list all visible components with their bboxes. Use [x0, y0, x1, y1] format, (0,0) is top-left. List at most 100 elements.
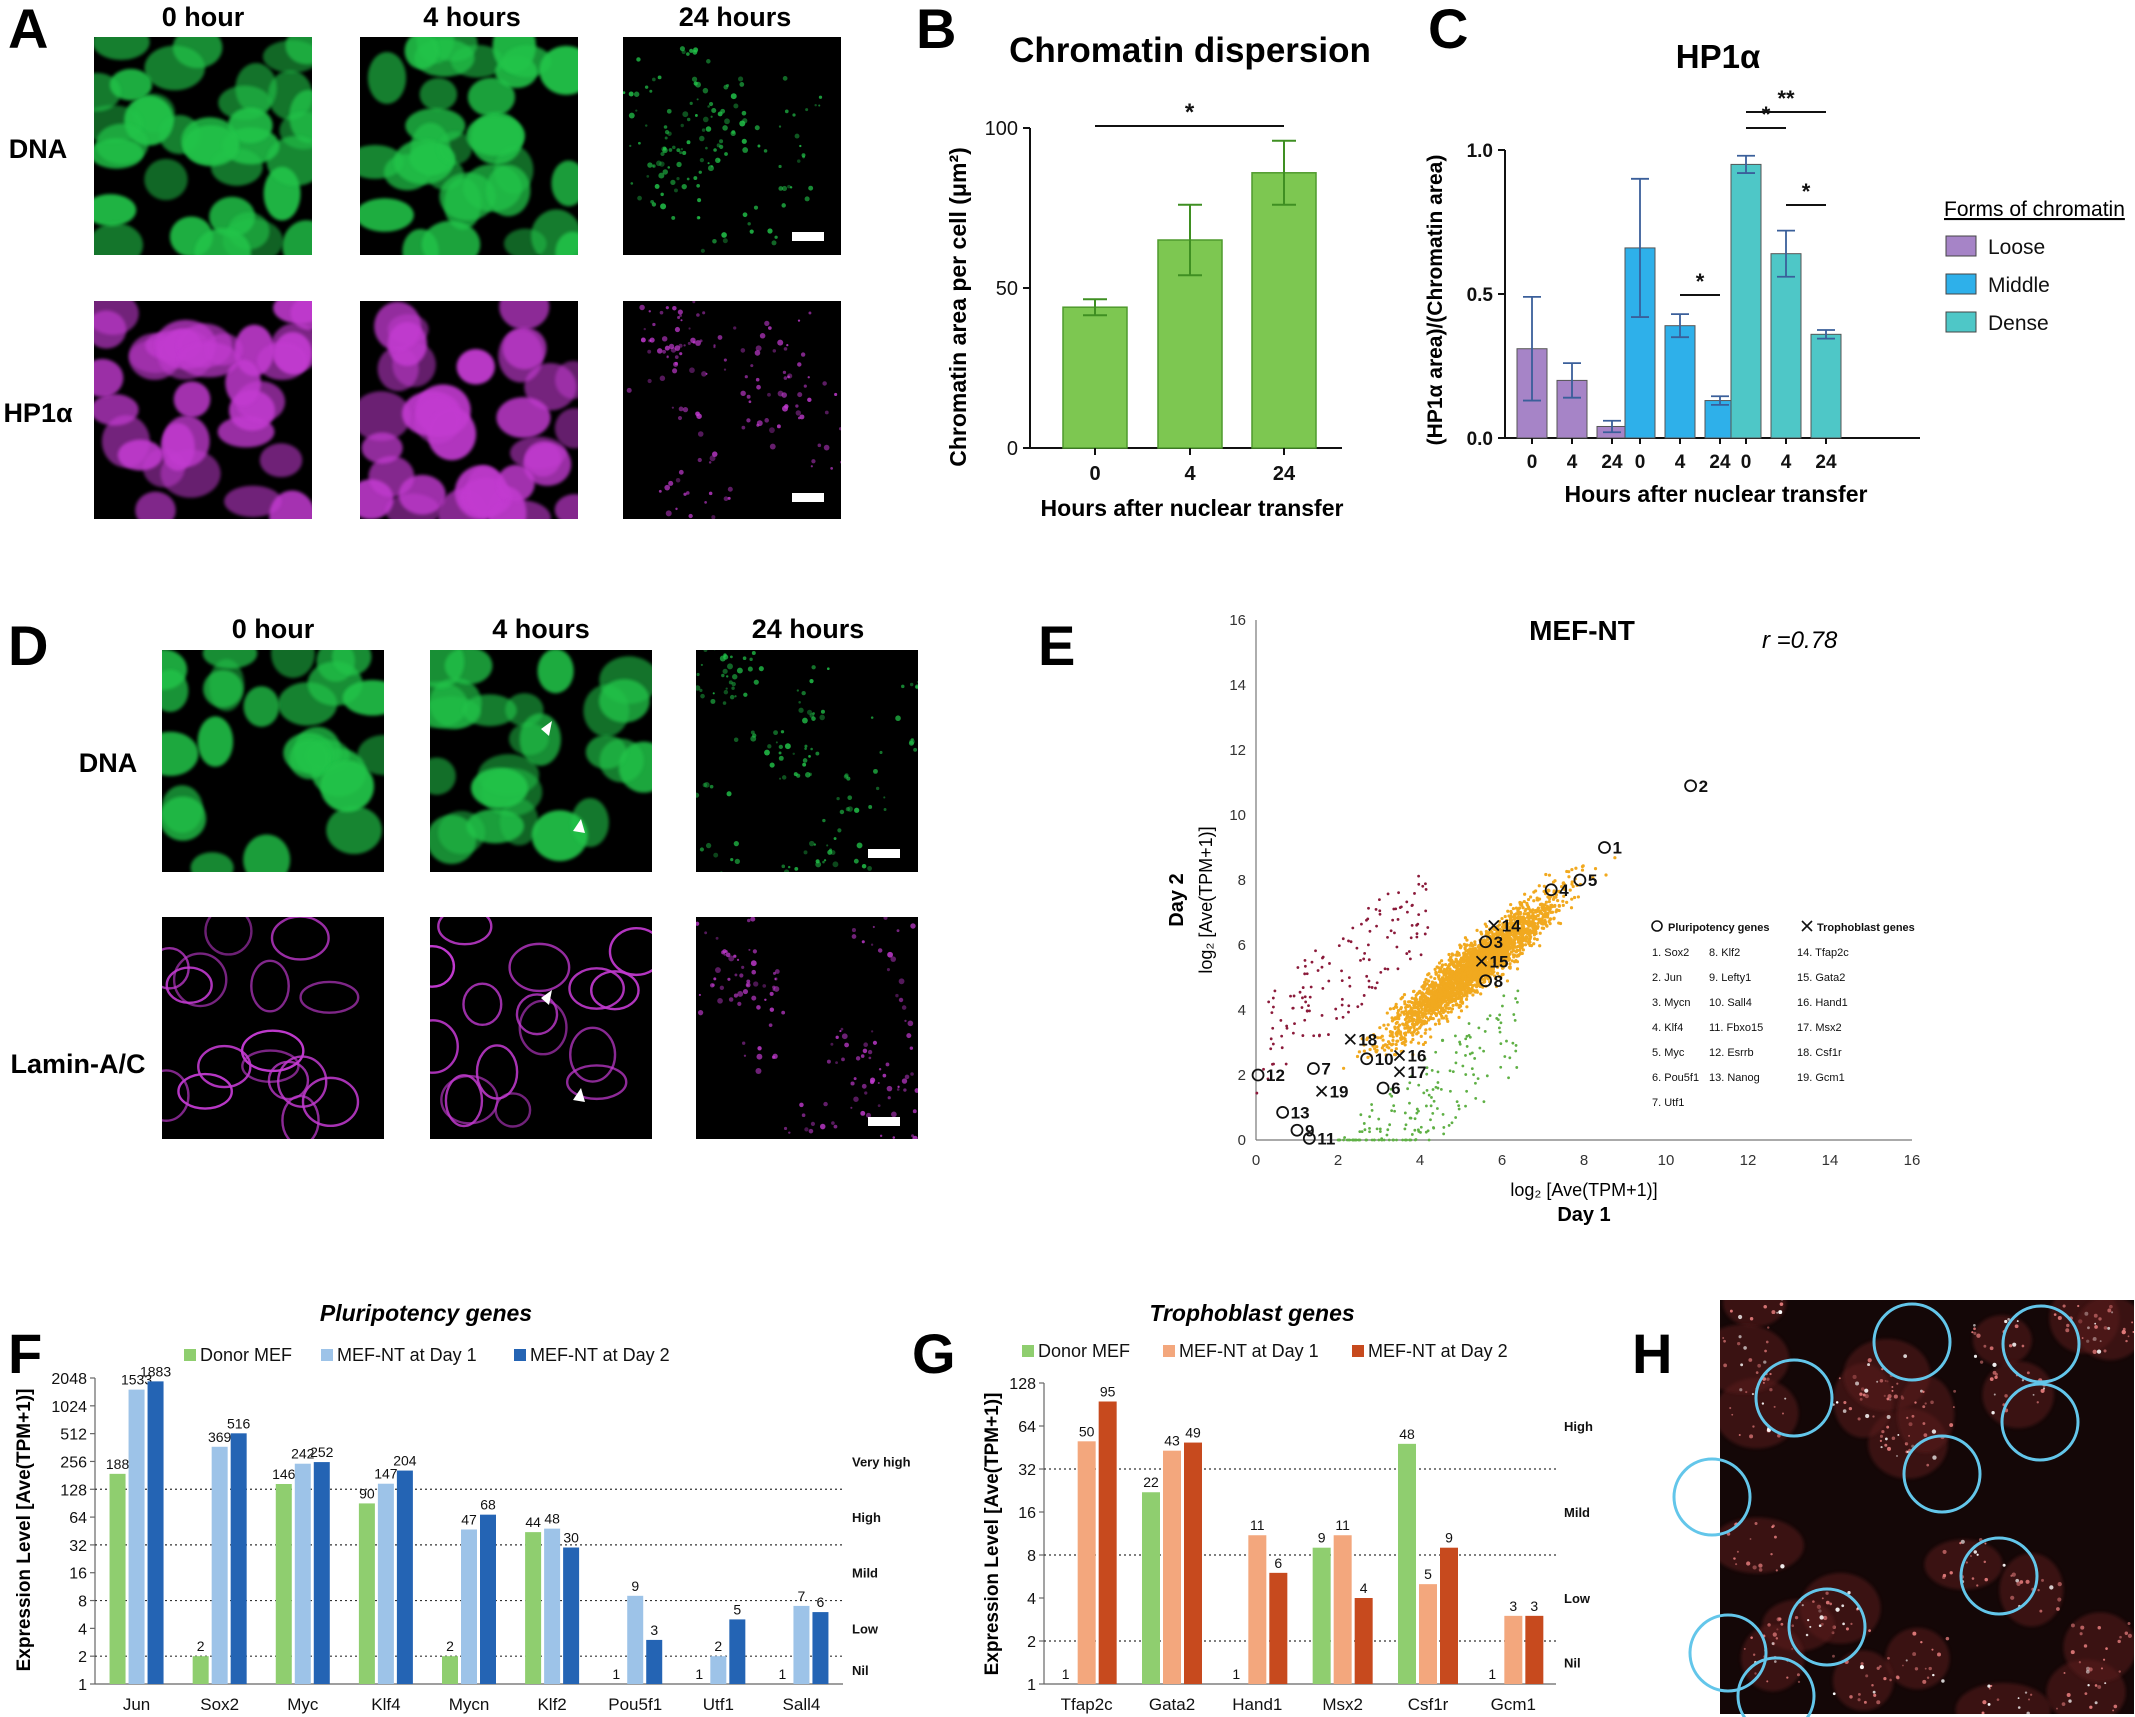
speckle [1762, 1381, 1765, 1384]
scatter-point [1270, 1011, 1274, 1015]
speckle [1835, 1607, 1840, 1612]
speckle [1771, 1310, 1776, 1315]
nucleus [243, 834, 291, 872]
scatter-point [1448, 984, 1452, 988]
scatter-point [1570, 897, 1574, 901]
speckle [1884, 1443, 1888, 1447]
speckle [648, 310, 651, 313]
speckle [864, 1091, 868, 1095]
scatter-point [1391, 1035, 1395, 1039]
scatter-point [1496, 943, 1500, 947]
scatter-point [1444, 962, 1448, 967]
speckle [792, 752, 795, 756]
speckle [777, 339, 784, 346]
nucleus [430, 650, 465, 689]
speckle [1859, 1665, 1864, 1670]
scatter-point [1340, 997, 1344, 1001]
scatter-point [1451, 998, 1456, 1002]
speckle [752, 949, 757, 954]
scatter-point [1473, 960, 1477, 964]
speckle [652, 165, 655, 168]
speckle [764, 418, 769, 423]
nucleus [554, 408, 578, 449]
speckle [1994, 1375, 1998, 1379]
speckle [788, 1151, 793, 1156]
scatter-point [1535, 937, 1539, 942]
nucleus [440, 1074, 499, 1125]
scatter-point [1449, 1089, 1452, 1093]
speckle [2080, 1625, 2085, 1630]
scatter-point [1407, 950, 1411, 953]
scatter-point [1417, 1026, 1422, 1030]
scatter-point [1413, 1138, 1417, 1142]
speckle [2098, 1317, 2102, 1321]
scatter-point [1531, 930, 1535, 935]
speckle [805, 772, 811, 778]
bar [294, 1463, 311, 1684]
scatter-points [1255, 856, 1617, 1142]
nucleus [505, 693, 544, 727]
scatter-point [1474, 1096, 1478, 1100]
scatter-point [1514, 1049, 1518, 1053]
scatter-point [1291, 1006, 1295, 1010]
scatter-point [1435, 1107, 1439, 1110]
scatter-point [1347, 1010, 1350, 1014]
x-tick-label: 0 [1252, 1152, 1260, 1169]
legend-swatch [1945, 311, 1977, 333]
x-tick-label: 4 [1416, 1152, 1424, 1169]
scatter-point [1425, 991, 1429, 995]
speckle [2021, 1379, 2025, 1382]
scatter-point [1472, 989, 1476, 993]
nucleus [197, 1044, 252, 1089]
y-tick-label: 32 [69, 1538, 87, 1555]
scatter-point [1366, 917, 1370, 921]
speckle [2007, 1318, 2010, 1321]
scatter-point [1327, 979, 1331, 983]
scatter-point [1591, 876, 1595, 880]
scatter-point [1505, 951, 1509, 955]
speckle [1756, 1280, 1759, 1283]
chart-c-plot: 0.00.51.00 4 24 0 4 24 0 4 24***** [1467, 86, 1920, 473]
scatter-point [1467, 1033, 1471, 1037]
gene-marker-circle [1479, 935, 1492, 949]
speckle [769, 1007, 775, 1012]
cell-region [1999, 1553, 2064, 1627]
speckle [1778, 1617, 1782, 1621]
scatter-point [1552, 889, 1556, 893]
speckle [654, 293, 659, 298]
speckle [1723, 1339, 1726, 1343]
scale-bar [792, 493, 824, 502]
y-tick-label: 2 [78, 1649, 87, 1666]
speckle [818, 95, 823, 99]
scatter-point [1357, 1050, 1361, 1054]
scatter-point [1355, 946, 1359, 950]
scatter-point [1360, 922, 1363, 926]
speckle [1767, 1326, 1770, 1329]
speckle [822, 381, 827, 386]
panel-d-col-label-2: 24 hours [752, 614, 865, 644]
scatter-point [1446, 1010, 1450, 1014]
speckle [750, 735, 757, 742]
speckle [877, 948, 883, 953]
speckle [892, 1136, 896, 1139]
scatter-point [1450, 1007, 1455, 1011]
speckle [896, 929, 900, 933]
speckle [2092, 1349, 2097, 1354]
bar [1312, 1547, 1331, 1684]
speckle [823, 859, 827, 862]
scatter-point [1412, 1003, 1416, 1007]
speckle [724, 152, 728, 156]
scatter-point [1468, 981, 1472, 985]
scatter-point [1581, 864, 1585, 868]
scatter-point [1548, 922, 1552, 926]
scatter-point [1392, 907, 1396, 911]
micrograph-a-hp1-4h [360, 301, 578, 519]
scatter-point [1492, 933, 1496, 937]
panel-a-row-label-1: HP1α [3, 398, 73, 428]
scatter-point [1528, 932, 1532, 936]
scatter-point [1455, 991, 1459, 995]
speckle [778, 744, 783, 750]
scatter-point [1488, 954, 1492, 958]
micrograph-a-hp1-24h [623, 293, 841, 519]
scatter-point [1557, 889, 1561, 893]
